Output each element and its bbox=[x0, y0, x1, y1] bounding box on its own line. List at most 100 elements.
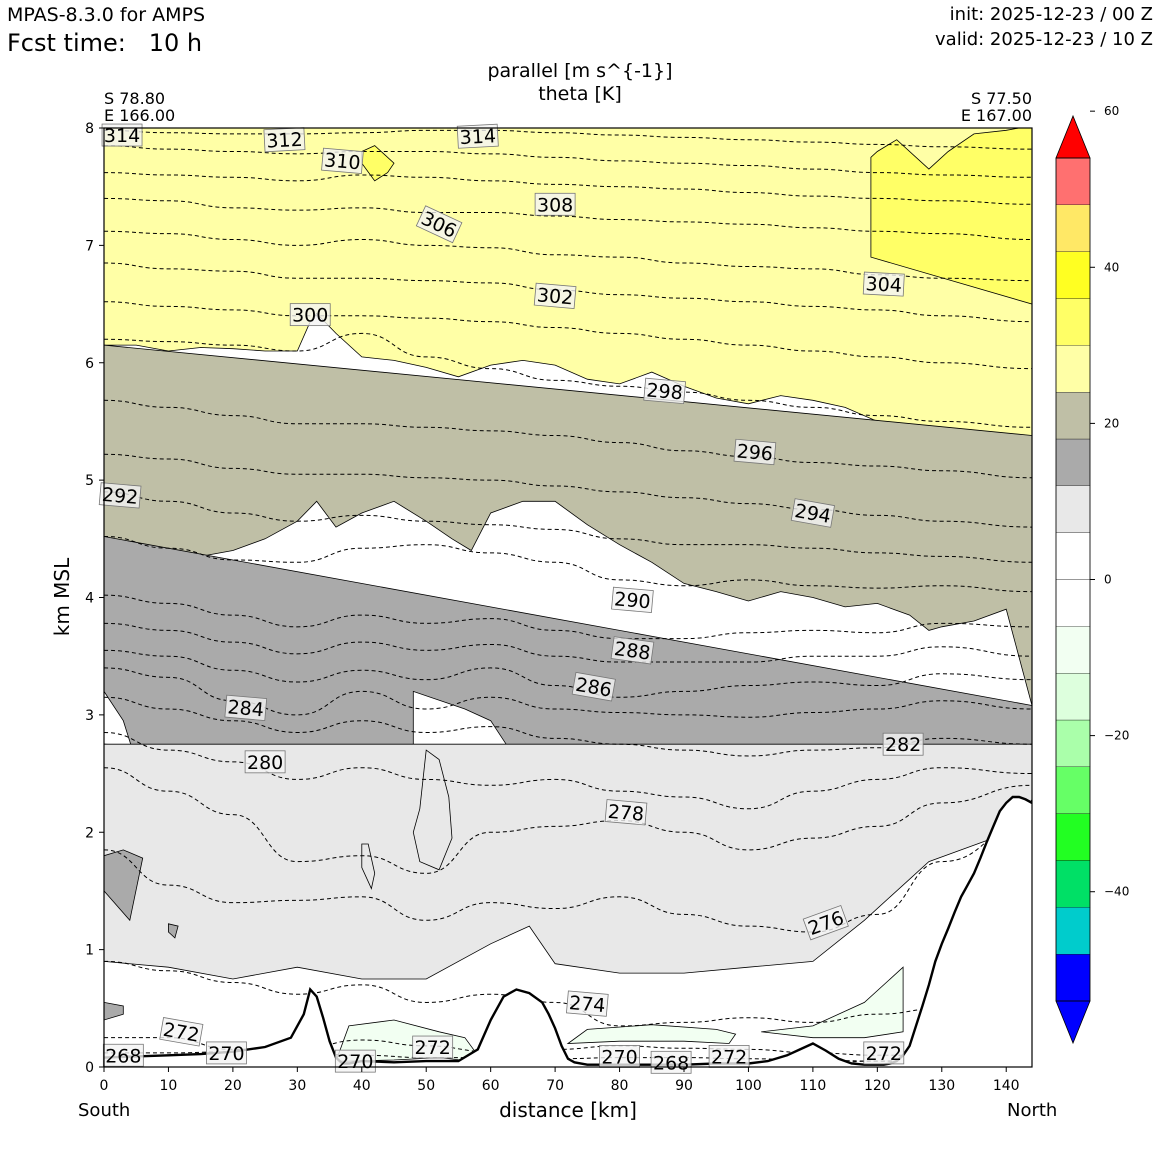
contour-label: 300 bbox=[289, 303, 331, 327]
contour-label: 312 bbox=[263, 127, 306, 153]
contour-label-box bbox=[101, 123, 143, 147]
colorbar-segment bbox=[1055, 204, 1091, 252]
colorbar-segment bbox=[1055, 345, 1091, 393]
colorbar-tick-label: −40 bbox=[1104, 885, 1129, 899]
contour-label-text: 314 bbox=[104, 125, 140, 147]
contour-label-text: 288 bbox=[613, 638, 652, 665]
contour-label-text: 268 bbox=[105, 1045, 141, 1067]
contour-label-text: 268 bbox=[653, 1052, 689, 1074]
contour-label-text: 272 bbox=[866, 1043, 902, 1065]
colorbar-segment bbox=[1055, 626, 1091, 674]
x-tick-label: 40 bbox=[353, 1078, 371, 1094]
terrain-layer bbox=[104, 795, 1032, 1067]
wind-fill-region bbox=[361, 843, 376, 890]
fcst-time-prefix: Fcst time: bbox=[7, 29, 126, 57]
y-tick-label: 3 bbox=[85, 708, 94, 724]
contour-label: 270 bbox=[334, 1049, 376, 1073]
contour-label: 278 bbox=[604, 799, 648, 826]
colorbar-segment bbox=[1055, 298, 1091, 346]
isentrope-276 bbox=[104, 820, 1032, 933]
contour-label-text: 270 bbox=[337, 1051, 373, 1073]
isentrope-300 bbox=[104, 332, 1032, 428]
contour-label: 274 bbox=[566, 990, 609, 1017]
colorbar-segment bbox=[1055, 532, 1091, 580]
contour-label-text: 292 bbox=[101, 484, 139, 509]
contour-label-box bbox=[643, 377, 686, 405]
colorbar-tick-label: −20 bbox=[1104, 729, 1129, 743]
contour-label-text: 312 bbox=[266, 129, 303, 153]
contour-label-box bbox=[611, 586, 654, 613]
colorbar-segment bbox=[1055, 485, 1091, 533]
x-tick-label: 100 bbox=[735, 1078, 762, 1094]
y-tick-label: 4 bbox=[85, 591, 94, 607]
contour-label: 290 bbox=[611, 586, 654, 613]
contour-label: 302 bbox=[533, 282, 577, 309]
x-tick-label: 130 bbox=[928, 1078, 955, 1094]
isentrope-280 bbox=[104, 731, 1032, 810]
init-time: init: 2025-12-23 / 00 Z bbox=[949, 4, 1153, 25]
contour-label: 296 bbox=[733, 438, 777, 465]
contour-label: 280 bbox=[244, 750, 286, 774]
y-tick-label: 1 bbox=[85, 943, 94, 959]
x-tick-label: 120 bbox=[864, 1078, 891, 1094]
north-label: North bbox=[1007, 1100, 1058, 1121]
colorbar-segment bbox=[1055, 673, 1091, 721]
contour-label-box bbox=[610, 636, 655, 665]
contour-label: 308 bbox=[534, 192, 576, 216]
x-tick-label: 20 bbox=[224, 1078, 242, 1094]
y-tick-label: 7 bbox=[85, 238, 94, 254]
fcst-time-value: 10 h bbox=[148, 29, 203, 57]
isentrope-314 bbox=[104, 129, 1032, 150]
contour-label-box bbox=[206, 1041, 247, 1065]
contour-label-text: 304 bbox=[865, 273, 902, 297]
contour-label-box bbox=[862, 271, 905, 297]
chart-subtitle: theta [K] bbox=[538, 83, 622, 105]
isentrope-292 bbox=[104, 535, 1032, 593]
left-corner-lat: S 78.80 bbox=[104, 89, 166, 108]
wind-fill-region bbox=[761, 966, 904, 1039]
contour-label: 282 bbox=[882, 732, 924, 756]
terrain-line bbox=[104, 795, 1032, 1066]
contour-label-box bbox=[102, 1043, 144, 1067]
isentrope-286 bbox=[104, 649, 1032, 698]
contour-label-box bbox=[415, 205, 463, 244]
colorbar-tick-label: 40 bbox=[1104, 260, 1119, 274]
contour-label-text: 296 bbox=[736, 440, 774, 465]
contour-label-box bbox=[882, 732, 924, 756]
contour-label-text: 308 bbox=[537, 194, 573, 216]
contour-label-box bbox=[571, 671, 616, 702]
fcst-time-label: Fcst time: 10 h bbox=[7, 29, 202, 57]
contour-label: 304 bbox=[862, 271, 905, 297]
contour-label: 292 bbox=[98, 482, 142, 509]
colorbar-segment bbox=[1055, 766, 1091, 814]
contour-label-box bbox=[98, 482, 142, 509]
contour-label-box bbox=[650, 1050, 692, 1074]
x-tick-label: 70 bbox=[546, 1078, 564, 1094]
isentrope-308 bbox=[104, 197, 1032, 241]
x-tick-label: 30 bbox=[288, 1078, 306, 1094]
contour-label-text: 270 bbox=[208, 1043, 244, 1065]
y-tick-label: 6 bbox=[85, 356, 94, 372]
contour-label-text: 302 bbox=[536, 284, 574, 309]
contour-label-box bbox=[412, 1035, 454, 1059]
contour-label-text: 284 bbox=[227, 696, 265, 721]
south-label: South bbox=[78, 1100, 131, 1121]
contour-label-box bbox=[802, 904, 849, 941]
model-name: MPAS-8.3.0 for AMPS bbox=[7, 4, 206, 26]
contour-label-text: 314 bbox=[459, 125, 496, 149]
contour-label-box bbox=[289, 303, 331, 327]
contour-label-text: 282 bbox=[885, 734, 921, 756]
colorbar-tick-label: 0 bbox=[1104, 573, 1112, 587]
wind-fill-region bbox=[870, 128, 1032, 305]
contour-label-text: 290 bbox=[613, 588, 651, 613]
contour-label: 298 bbox=[643, 377, 686, 405]
contour-label: 270 bbox=[599, 1045, 640, 1068]
wind-fill-layer bbox=[104, 128, 1032, 1062]
valid-time: valid: 2025-12-23 / 10 Z bbox=[935, 29, 1153, 50]
axes-layer: 0 10 20 30 40 50 60 70 80 90 100 110 120 130 140 0 1 2 3 4 5… bbox=[85, 121, 1033, 1094]
contour-label-text: 274 bbox=[568, 992, 606, 1017]
contour-label: 272 bbox=[412, 1035, 454, 1059]
contour-label-box bbox=[456, 123, 499, 149]
x-tick-label: 110 bbox=[800, 1078, 827, 1094]
